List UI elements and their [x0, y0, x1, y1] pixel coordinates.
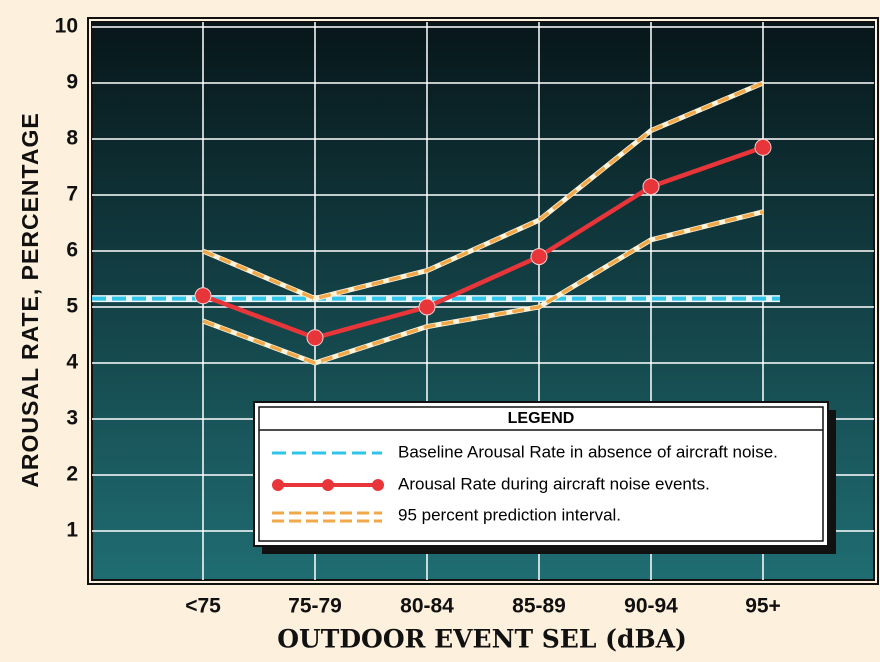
interval-line: [202, 81, 764, 301]
series-marker: [306, 329, 324, 347]
x-tick-label: 85-89: [512, 595, 566, 618]
y-tick-label: 5: [66, 295, 78, 318]
legend-swatch: [322, 479, 334, 491]
y-tick-label: 4: [66, 351, 78, 374]
legend-swatch: [272, 479, 284, 491]
legend-title: LEGEND: [508, 410, 575, 427]
x-tick-label: <75: [185, 595, 221, 618]
series-line: [202, 145, 764, 341]
y-axis-label: AROUSAL RATE, PERCENTAGE: [17, 112, 43, 487]
y-tick-label: 9: [66, 71, 78, 94]
x-tick-label: 90-94: [624, 595, 678, 618]
x-axis-label: OUTDOOR EVENT SEL (dBA): [277, 625, 687, 654]
series-marker: [418, 298, 436, 316]
legend-swatch: [372, 479, 384, 491]
series-marker: [530, 248, 548, 266]
y-tick-label: 3: [66, 407, 78, 430]
interval-line: [202, 210, 764, 365]
series-marker: [642, 178, 660, 196]
y-tick-label: 10: [55, 15, 78, 38]
y-tick-label: 7: [66, 183, 78, 206]
y-tick-label: 1: [66, 519, 78, 542]
legend-inner: [258, 406, 824, 542]
legend-label: Baseline Arousal Rate in absence of airc…: [398, 442, 778, 461]
x-tick-label: 75-79: [288, 595, 342, 618]
y-tick-label: 8: [66, 127, 78, 150]
legend-label: 95 percent prediction interval.: [398, 505, 621, 524]
y-tick-label: 2: [66, 463, 78, 486]
y-tick-label: 6: [66, 239, 78, 262]
x-tick-label: 95+: [745, 595, 781, 618]
legend: LEGEND Baseline Arousal Rate in absence …: [253, 401, 836, 554]
x-tick-label: 80-84: [400, 595, 454, 618]
series-marker: [194, 287, 212, 305]
legend-label: Arousal Rate during aircraft noise event…: [398, 474, 710, 493]
plot-frame: [87, 17, 879, 585]
series-marker: [754, 138, 772, 156]
